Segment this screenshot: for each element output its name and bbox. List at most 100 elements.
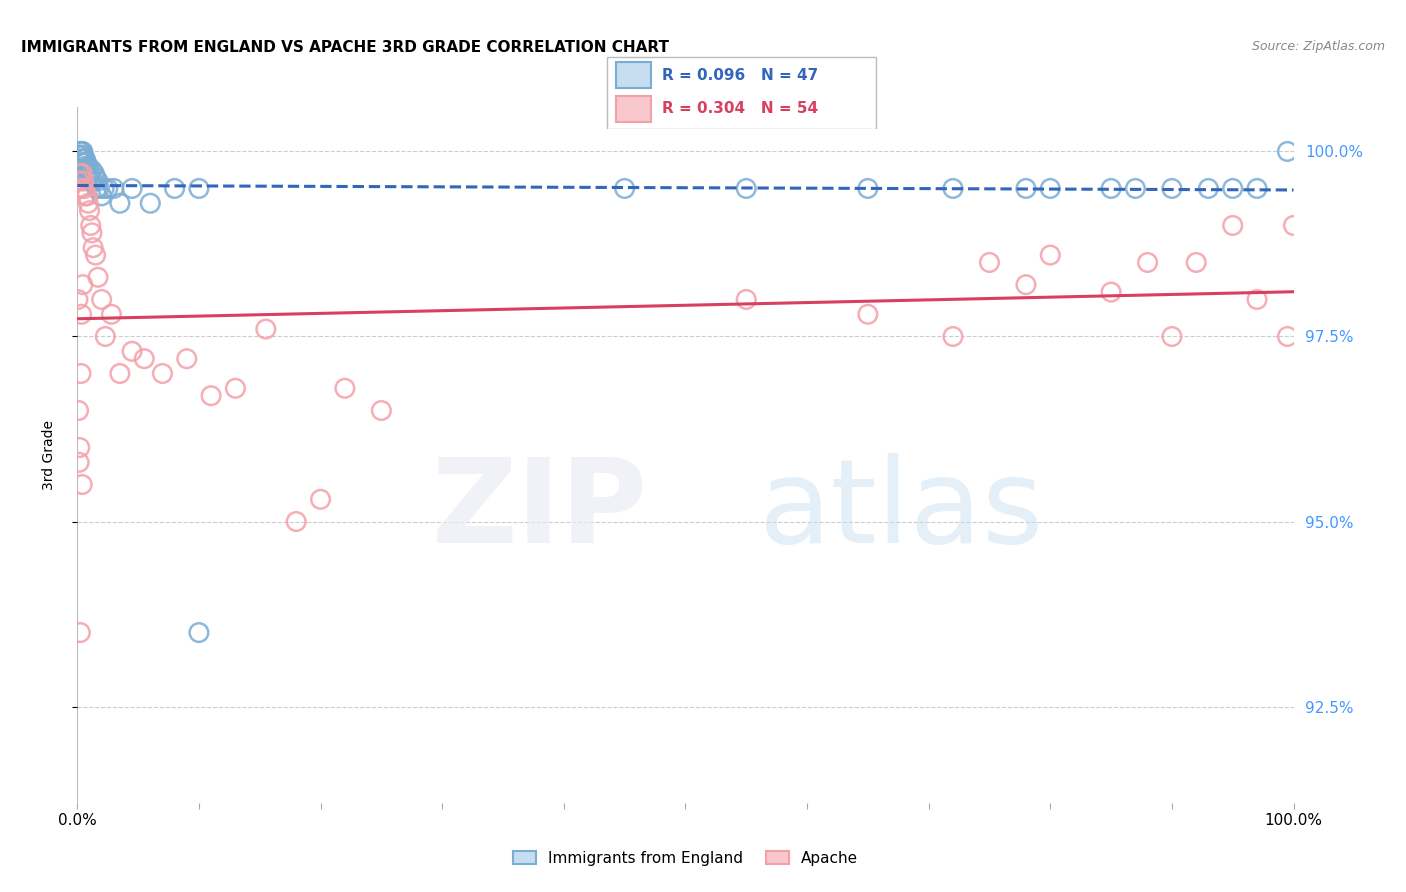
Point [86,181,108,195]
Point [1185,255,1208,269]
Point [1161,329,1184,343]
Legend: Immigrants from England, Apache: Immigrants from England, Apache [506,845,865,871]
Point [108,196,131,211]
Point [79,203,101,218]
Point [94,329,117,343]
Point [1125,181,1147,195]
Point [83,167,105,181]
Point [69,148,91,162]
Point [93,181,115,195]
Bar [616,62,651,88]
Point [80,174,103,188]
Point [84,170,107,185]
Point [176,351,198,366]
Point [82,174,104,188]
Point [89,181,111,195]
Text: R = 0.096   N = 47: R = 0.096 N = 47 [662,68,818,83]
Point [97,181,120,195]
Bar [616,95,651,122]
Point [188,181,211,195]
Point [108,367,131,381]
Point [370,403,392,417]
Point [70,181,93,195]
Point [1099,181,1122,195]
Point [73,181,96,195]
Point [979,255,1001,269]
Point [1039,248,1062,262]
Text: R = 0.304   N = 54: R = 0.304 N = 54 [662,102,818,116]
Point [67,403,90,417]
Point [1222,181,1244,195]
Point [309,492,332,507]
Point [72,277,94,292]
Point [72,174,94,188]
Point [121,344,143,359]
Point [333,381,356,395]
Point [1136,255,1159,269]
Point [1015,277,1038,292]
Point [856,307,879,321]
Point [70,155,93,169]
Point [79,167,101,181]
Point [69,441,91,455]
Point [67,174,90,188]
Point [942,181,965,195]
Point [67,455,90,469]
Point [188,625,211,640]
Point [80,163,103,178]
Text: Source: ZipAtlas.com: Source: ZipAtlas.com [1251,40,1385,54]
Point [285,515,308,529]
Point [735,293,758,307]
Point [75,159,97,173]
Point [70,477,93,491]
Point [77,159,100,173]
Point [1039,181,1062,195]
Text: IMMIGRANTS FROM ENGLAND VS APACHE 3RD GRADE CORRELATION CHART: IMMIGRANTS FROM ENGLAND VS APACHE 3RD GR… [21,40,669,55]
Point [139,196,162,211]
Point [942,329,965,343]
Point [735,181,758,195]
Point [70,367,93,381]
Point [90,293,112,307]
Point [75,189,97,203]
Point [73,152,96,166]
Point [72,145,94,159]
Point [613,181,636,195]
Point [69,625,91,640]
Point [1277,145,1299,159]
Point [82,241,104,255]
Point [100,307,122,321]
Point [75,155,97,169]
Point [67,148,90,162]
Point [254,322,277,336]
Point [80,219,103,233]
Point [1277,329,1299,343]
FancyBboxPatch shape [607,57,876,128]
Point [70,307,93,321]
Point [163,181,186,195]
Point [90,189,112,203]
Text: ZIP: ZIP [432,453,648,568]
Text: atlas: atlas [758,453,1043,568]
Point [70,167,93,181]
Point [1015,181,1038,195]
Point [70,145,93,159]
Point [152,367,174,381]
Point [134,351,156,366]
Point [103,181,125,195]
Point [70,152,93,166]
Point [84,248,107,262]
Point [1197,181,1219,195]
Point [76,167,98,181]
Point [75,152,97,166]
Point [76,189,98,203]
Point [1246,293,1268,307]
Y-axis label: 3rd Grade: 3rd Grade [42,420,56,490]
Point [69,167,91,181]
Point [1246,181,1268,195]
Point [1282,219,1305,233]
Point [69,145,91,159]
Point [72,148,94,162]
Point [1161,181,1184,195]
Point [87,270,110,285]
